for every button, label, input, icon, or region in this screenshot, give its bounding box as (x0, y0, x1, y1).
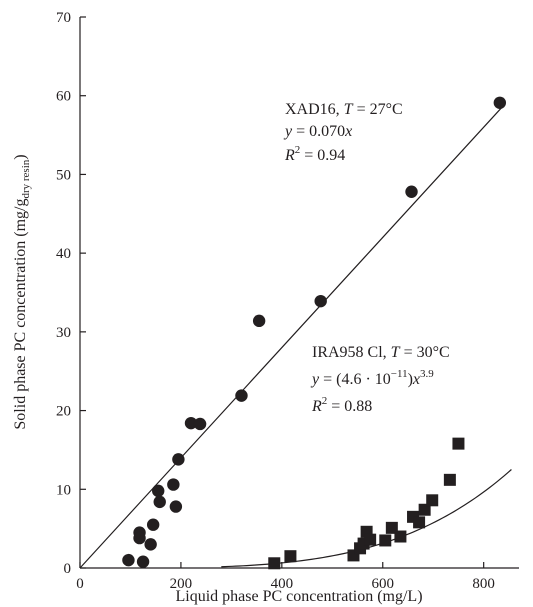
annotation-ira958-line2: y = (4.6 · 10−11)x3.9 (310, 368, 434, 388)
xad16-point (405, 185, 418, 198)
annotation-ira958-line3: R2 = 0.88 (311, 395, 372, 415)
power-fit-line (221, 469, 512, 568)
xad16-point (172, 453, 185, 466)
ira958-point (413, 516, 426, 529)
fit-lines (79, 107, 512, 569)
xad16-point (146, 518, 160, 531)
ira958-point (443, 473, 456, 486)
linear-fit-line (79, 107, 502, 569)
xad16-point (252, 314, 266, 328)
ira958-point (284, 550, 297, 563)
annotation-ira958-line1: IRA958 Cl, T = 30°C (312, 344, 450, 361)
ira958-point (452, 437, 465, 450)
y-tick-label: 0 (64, 561, 72, 577)
x-tick-label: 600 (372, 576, 395, 592)
x-axis-label: Liquid phase PC concentration (mg/L) (175, 588, 422, 605)
annotation-xad16-line1: XAD16, T = 27°C (285, 101, 403, 118)
y-tick-label: 10 (56, 482, 71, 498)
xad16-point (184, 416, 198, 430)
xad16-point (169, 500, 183, 513)
axes (79, 17, 519, 569)
xad16-point (152, 484, 165, 498)
y-tick-label: 30 (56, 325, 71, 341)
xad16-point (153, 495, 166, 509)
xad16-point (122, 553, 135, 567)
ira958-point (426, 494, 439, 507)
ira958-point (364, 533, 377, 546)
annotation-ira958: IRA958 Cl, T = 30°C y = (4.6 · 10−11)x3.… (310, 344, 450, 415)
y-tick-label: 20 (56, 404, 71, 420)
x-tick-label: 0 (76, 576, 84, 592)
ira958-point (418, 503, 431, 516)
annotation-xad16: XAD16, T = 27°C y = 0.070x R2 = 0.94 (283, 101, 403, 164)
x-tick-label: 200 (170, 576, 193, 592)
xad16-point (136, 555, 150, 568)
y-axis-label-sub: dry resin (20, 159, 32, 198)
xad16-point (493, 96, 507, 109)
xad16-point (193, 417, 207, 431)
annotation-xad16-line3: R2 = 0.94 (284, 144, 345, 164)
xad16-point (144, 538, 157, 551)
y-axis-label-main: Solid phase PC concentration (mg/g (12, 199, 29, 430)
annotation-xad16-line2: y = 0.070x (283, 123, 352, 140)
xad16-point (314, 294, 327, 308)
y-tick-label: 60 (56, 89, 71, 105)
xad16-point (235, 389, 248, 402)
data-points (122, 96, 507, 570)
y-tick-label: 70 (56, 10, 71, 26)
ira958-point (394, 530, 407, 543)
x-tick-label: 400 (271, 576, 294, 592)
y-axis-label: Solid phase PC concentration (mg/gdry re… (12, 154, 32, 429)
xad16-point (133, 531, 146, 545)
ira958-point (407, 510, 420, 523)
ticks: 0 10 20 30 40 50 60 70 0 200 400 600 800 (56, 10, 495, 592)
y-tick-label: 40 (56, 246, 71, 262)
ira958-point (379, 534, 392, 547)
y-tick-label: 50 (56, 167, 71, 183)
x-tick-label: 800 (472, 576, 495, 592)
y-axis-label-close: ) (12, 154, 29, 159)
xad16-point (167, 478, 180, 491)
ira958-point (268, 557, 281, 570)
